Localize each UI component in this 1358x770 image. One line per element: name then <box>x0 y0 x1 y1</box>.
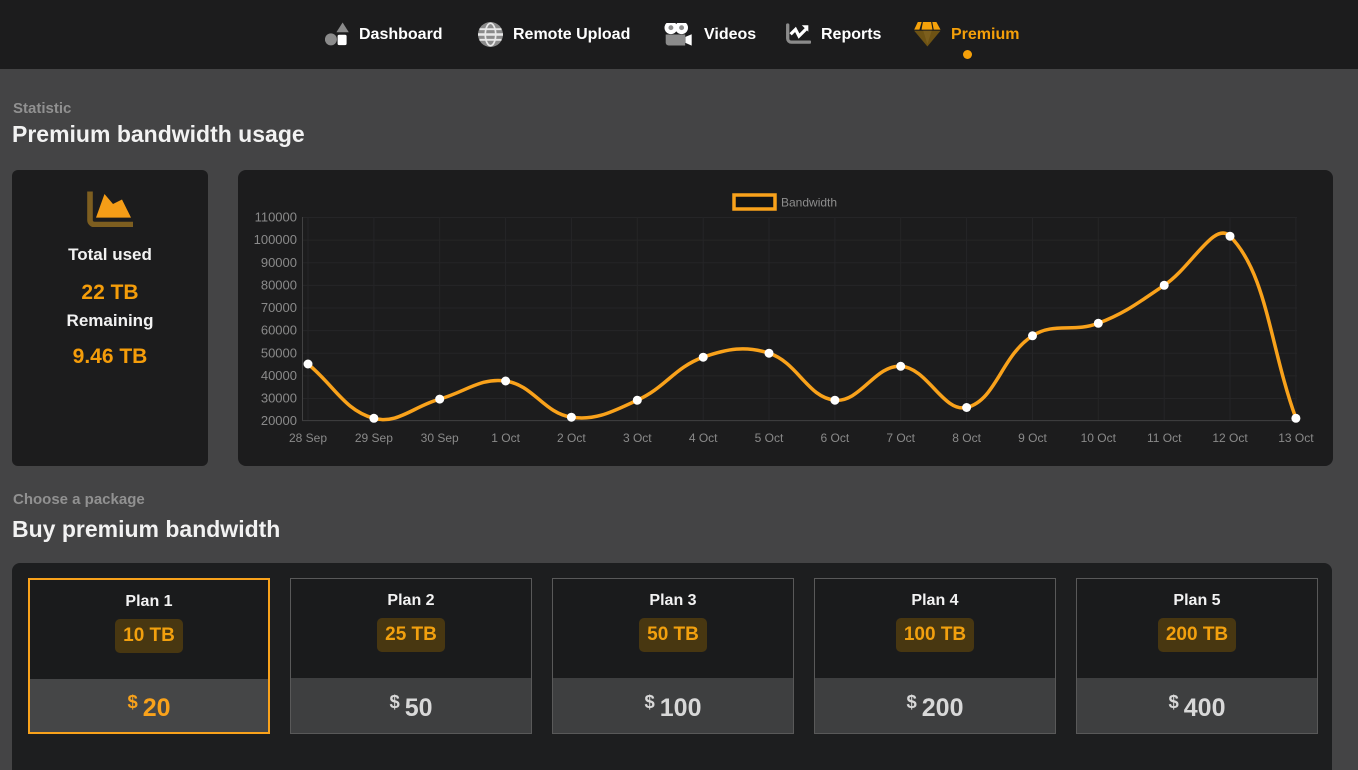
svg-text:28 Sep: 28 Sep <box>289 431 327 445</box>
svg-text:8 Oct: 8 Oct <box>952 431 981 445</box>
svg-text:30 Sep: 30 Sep <box>421 431 459 445</box>
svg-text:80000: 80000 <box>261 278 297 293</box>
svg-text:20000: 20000 <box>261 413 297 428</box>
svg-text:9 Oct: 9 Oct <box>1018 431 1047 445</box>
svg-text:60000: 60000 <box>261 323 297 338</box>
svg-text:12 Oct: 12 Oct <box>1212 431 1248 445</box>
svg-text:6 Oct: 6 Oct <box>821 431 850 445</box>
svg-text:40000: 40000 <box>261 368 297 383</box>
svg-text:29 Sep: 29 Sep <box>355 431 393 445</box>
svg-text:Bandwidth: Bandwidth <box>781 196 837 210</box>
svg-text:7 Oct: 7 Oct <box>886 431 915 445</box>
svg-text:90000: 90000 <box>261 255 297 270</box>
svg-text:3 Oct: 3 Oct <box>623 431 652 445</box>
svg-text:11 Oct: 11 Oct <box>1147 431 1182 445</box>
svg-text:50000: 50000 <box>261 345 297 360</box>
svg-text:100000: 100000 <box>254 232 297 247</box>
svg-text:30000: 30000 <box>261 391 297 406</box>
svg-text:2 Oct: 2 Oct <box>557 431 586 445</box>
svg-text:1 Oct: 1 Oct <box>491 431 520 445</box>
svg-text:5 Oct: 5 Oct <box>755 431 784 445</box>
svg-text:70000: 70000 <box>261 300 297 315</box>
svg-text:110000: 110000 <box>255 210 297 225</box>
svg-text:4 Oct: 4 Oct <box>689 431 718 445</box>
svg-text:10 Oct: 10 Oct <box>1081 431 1117 445</box>
svg-text:13 Oct: 13 Oct <box>1278 431 1314 445</box>
